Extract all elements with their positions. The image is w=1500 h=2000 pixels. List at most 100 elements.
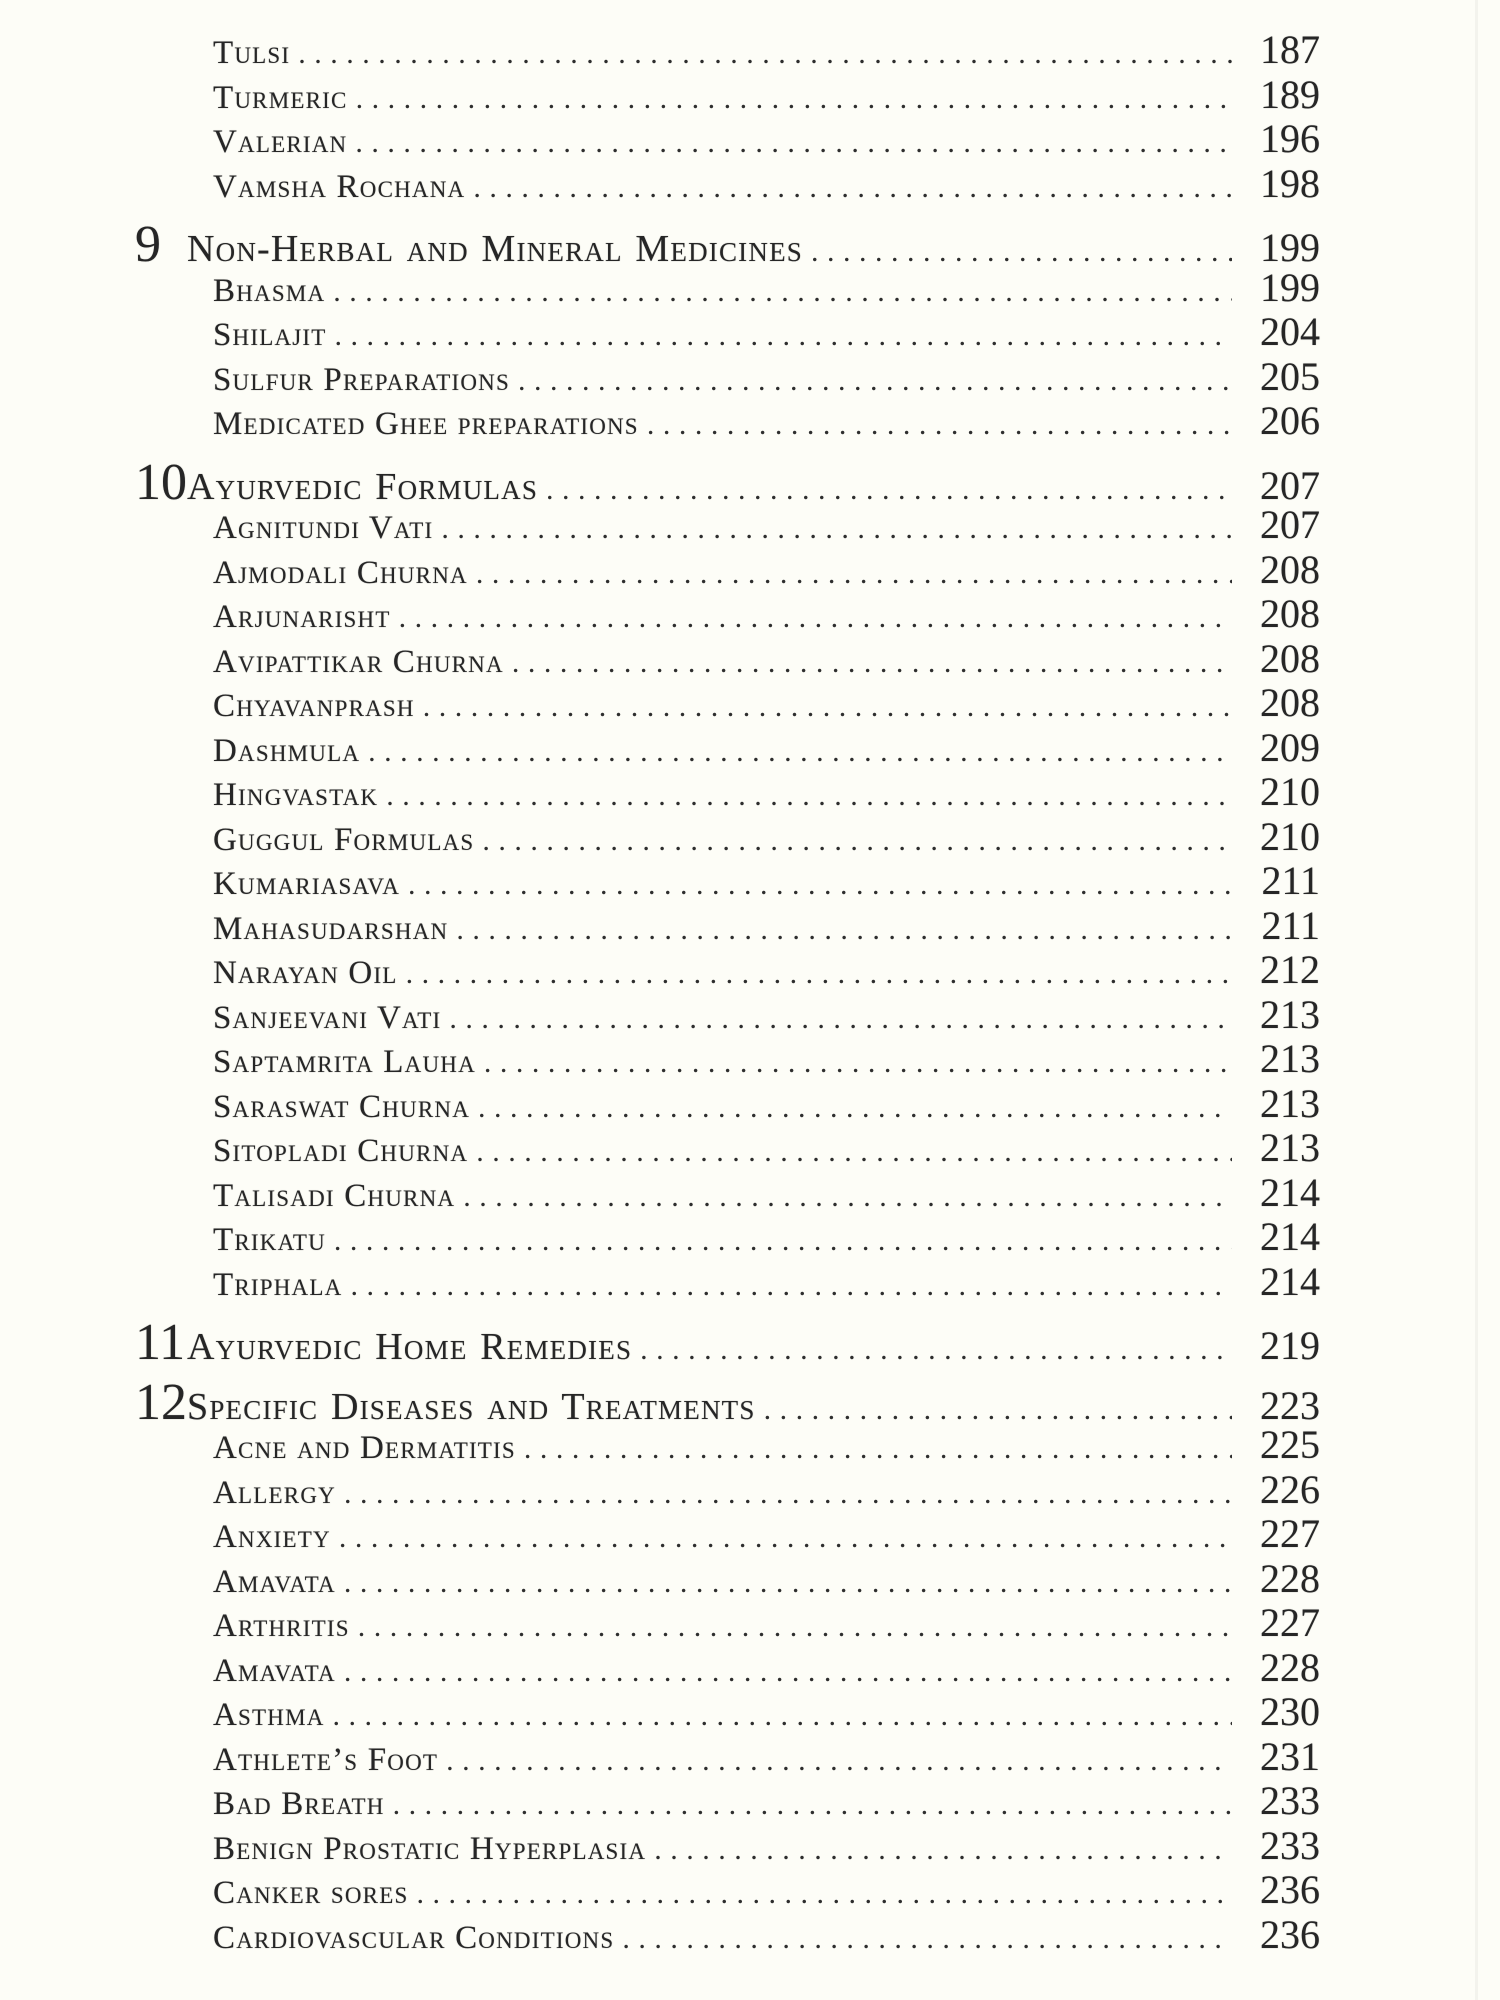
dot-leader [524, 1432, 1232, 1466]
toc-entry-label: Kumariasava [213, 866, 401, 902]
toc-sub-entry: Amavata 228 [135, 1555, 1320, 1601]
toc-sub-entry: Mahasudarshan 211 [135, 902, 1320, 948]
toc-sub-entry: Dashmula 209 [135, 724, 1320, 770]
toc-entry-page-number: 213 [1260, 1125, 1320, 1170]
dot-leader [344, 1655, 1232, 1689]
toc-entry-label: Ajmodali Churna [213, 554, 468, 591]
dot-leader [368, 735, 1232, 769]
toc-entry-label: Trikatu [213, 1222, 326, 1258]
toc-entry-page-number: 198 [1260, 160, 1320, 206]
dot-leader [386, 779, 1232, 813]
dot-leader [399, 601, 1232, 635]
dot-leader [333, 275, 1232, 309]
toc-entry-label: Athlete’s Foot [213, 1741, 439, 1778]
toc-entry-label: Valerian [213, 124, 348, 160]
toc-sub-entry: Saraswat Churna 213 [135, 1080, 1320, 1126]
toc-entry-page-number: 208 [1260, 591, 1320, 636]
dot-leader [518, 364, 1232, 398]
dot-leader [512, 646, 1232, 680]
chapter-number: 10 [135, 453, 187, 511]
toc-sub-entry: Bad Breath 233 [135, 1777, 1320, 1823]
toc-sub-entry: Tulsi 187 [135, 26, 1320, 72]
toc-entry-page-number: 210 [1260, 813, 1320, 859]
toc-entry-label: Turmeric [213, 79, 348, 116]
toc-entry-page-number: 223 [1260, 1382, 1320, 1428]
toc-sub-entry: Shilajit 204 [135, 308, 1320, 354]
toc-entry-page-number: 213 [1260, 1036, 1320, 1081]
toc-entry-page-number: 208 [1260, 680, 1320, 725]
toc-sub-entry: Bhasma 199 [135, 264, 1320, 310]
toc-entry-page-number: 211 [1261, 902, 1320, 948]
dot-leader [334, 1224, 1232, 1258]
toc-entry-label: Amavata [213, 1563, 336, 1600]
toc-entry-label: Saptamrita Lauha [213, 1044, 476, 1080]
toc-entry-label: Asthma [213, 1697, 325, 1733]
toc-entry-page-number: 207 [1260, 502, 1320, 547]
toc-sub-entry: Arjunarisht 208 [135, 590, 1320, 636]
toc-entry-page-number: 209 [1260, 724, 1320, 770]
dot-leader [335, 319, 1232, 353]
toc-sub-entry: Agnitundi Vati 207 [135, 501, 1320, 547]
toc-entry-label: Sanjeevani Vati [213, 999, 442, 1036]
toc-sub-entry: Kumariasava 211 [135, 857, 1320, 903]
toc-entry-page-number: 233 [1260, 1778, 1320, 1823]
toc-entry-page-number: 225 [1260, 1422, 1320, 1467]
dot-leader [339, 1521, 1232, 1555]
toc-sub-entry: Asthma 230 [135, 1688, 1320, 1734]
toc-sub-entry: Allergy 226 [135, 1466, 1320, 1512]
toc-sub-entry: Acne and Dermatitis 225 [135, 1421, 1320, 1467]
dot-leader [473, 171, 1232, 205]
toc-entry-label: Hingvastak [213, 777, 379, 813]
toc-sub-entry: Sulfur Preparations 205 [135, 353, 1320, 399]
toc-sub-entry: Valerian 196 [135, 115, 1320, 161]
dot-leader [811, 235, 1232, 269]
dot-leader [484, 1046, 1232, 1080]
toc-sub-entry: Sanjeevani Vati 213 [135, 991, 1320, 1037]
toc-entry-label: Cardiovascular Conditions [213, 1919, 615, 1956]
toc-entry-page-number: 227 [1260, 1600, 1320, 1645]
toc-entry-label: Arjunarisht [213, 599, 391, 635]
dot-leader [298, 37, 1232, 71]
dot-leader [476, 1135, 1232, 1169]
toc-entry-page-number: 187 [1260, 27, 1320, 72]
dot-leader [446, 1744, 1232, 1778]
dot-leader [416, 1877, 1232, 1911]
chapter-title: Non-Herbal and Mineral Medicines [187, 228, 803, 270]
toc-entry-label: Mahasudarshan [213, 910, 449, 947]
chapter-title: Specific Diseases and Treatments [187, 1385, 756, 1428]
toc-entry-label: Agnitundi Vati [213, 510, 434, 546]
toc-sub-entry: Medicated Ghee preparations 206 [135, 397, 1320, 443]
toc-entry-page-number: 196 [1260, 116, 1320, 161]
toc-entry-page-number: 233 [1260, 1822, 1320, 1868]
toc-entry-label: Saraswat Churna [213, 1088, 471, 1125]
chapter-number: 12 [135, 1373, 187, 1431]
toc-entry-page-number: 205 [1260, 353, 1320, 399]
toc-entry-label: Chyavanprash [213, 688, 415, 724]
toc-entry-page-number: 207 [1260, 462, 1320, 508]
toc-entry-page-number: 213 [1260, 991, 1320, 1037]
dot-leader [350, 1269, 1232, 1303]
dot-leader [482, 824, 1232, 858]
toc-entry-page-number: 226 [1260, 1466, 1320, 1512]
dot-leader [456, 913, 1232, 947]
dot-leader [640, 1333, 1232, 1367]
toc-entry-page-number: 212 [1260, 947, 1320, 992]
dot-leader [408, 868, 1232, 902]
dot-leader [406, 957, 1232, 991]
toc-entry-page-number: 206 [1260, 398, 1320, 443]
toc-entry-label: Dashmula [213, 732, 361, 769]
dot-leader [478, 1091, 1232, 1125]
toc-entry-page-number: 227 [1260, 1511, 1320, 1556]
dot-leader [344, 1477, 1232, 1511]
toc-entry-label: Sitopladi Churna [213, 1133, 469, 1169]
toc-entry-label: Arthritis [213, 1608, 350, 1644]
chapter-number: 11 [135, 1314, 186, 1371]
toc-sub-entry: Anxiety 227 [135, 1510, 1320, 1556]
toc-sub-entry: Canker sores 236 [135, 1866, 1320, 1912]
dot-leader [333, 1699, 1232, 1733]
toc-entry-page-number: 231 [1260, 1733, 1320, 1779]
toc-sub-entry: Avipattikar Churna 208 [135, 635, 1320, 681]
dot-leader [449, 1002, 1232, 1036]
